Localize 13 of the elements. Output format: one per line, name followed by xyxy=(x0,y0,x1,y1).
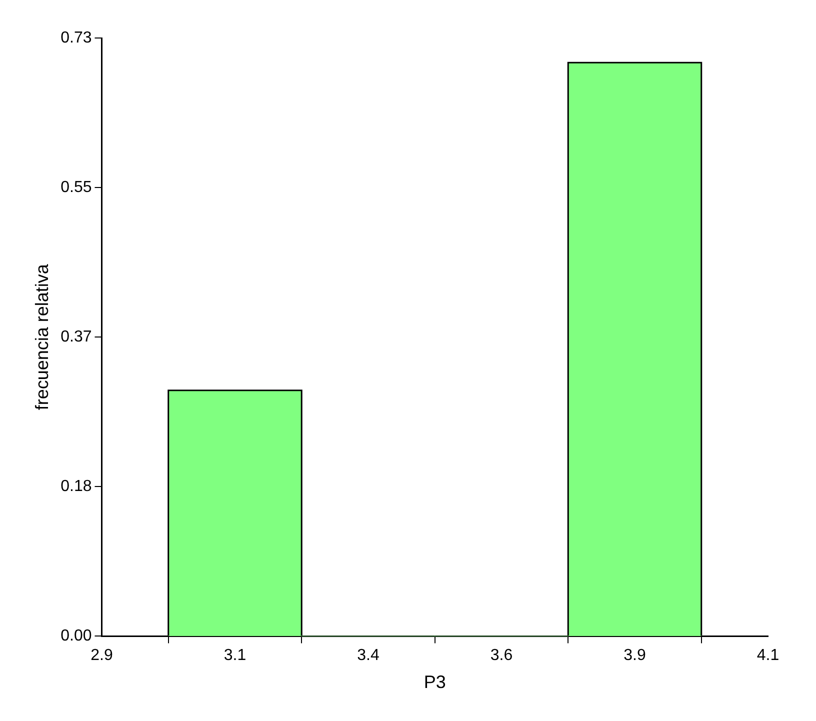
y-tick-label: 0.00 xyxy=(60,628,92,645)
x-tick-label: 3.4 xyxy=(357,647,380,664)
x-axis-title: P3 xyxy=(424,672,446,692)
x-tick-label: 4.1 xyxy=(756,647,780,664)
x-tick-label: 3.6 xyxy=(490,647,513,664)
x-tick-label: 3.1 xyxy=(224,647,246,664)
y-axis-title: frecuencia relativa xyxy=(32,263,52,410)
y-tick-label: 0.55 xyxy=(60,178,92,196)
y-tick-label: 0.73 xyxy=(60,29,92,46)
x-tick-label: 2.9 xyxy=(90,647,113,664)
y-tick-label: 0.37 xyxy=(60,328,92,346)
x-tick-label: 3.9 xyxy=(624,647,646,664)
y-tick-label: 0.18 xyxy=(60,478,92,496)
